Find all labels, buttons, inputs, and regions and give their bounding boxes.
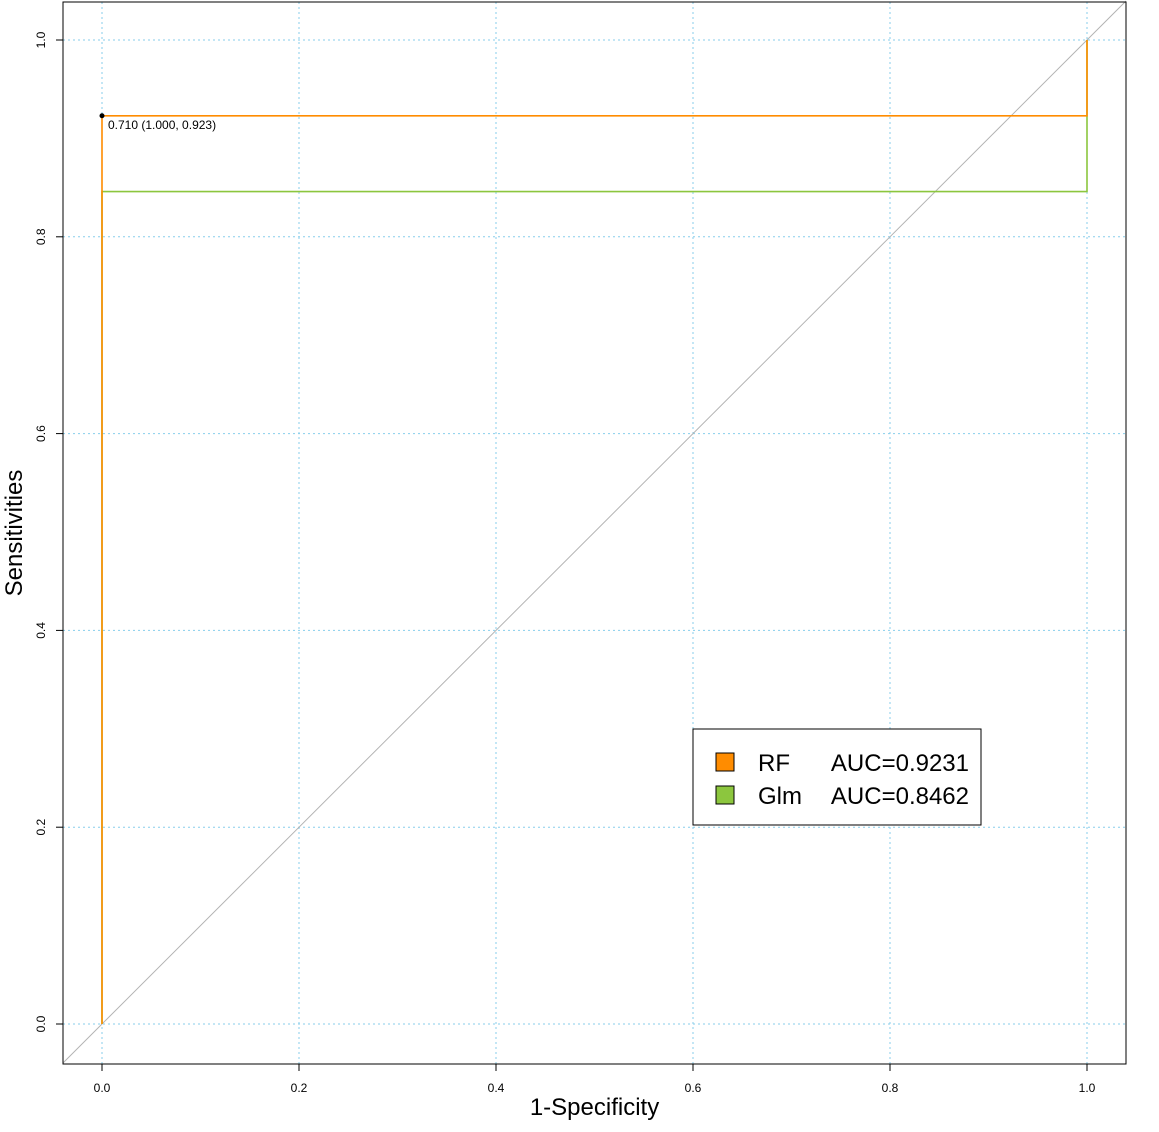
- y-tick-label: 0.4: [34, 622, 48, 639]
- x-tick-label: 0.4: [488, 1081, 505, 1095]
- legend-swatch-rf: [715, 752, 735, 772]
- y-tick-label: 0.0: [34, 1015, 48, 1032]
- legend: RF AUC=0.9231 Glm AUC=0.8462: [692, 728, 982, 826]
- threshold-annotation: 0.710 (1.000, 0.923): [108, 118, 216, 132]
- x-tick-label: 0.2: [291, 1081, 308, 1095]
- x-tick-label: 0.8: [882, 1081, 899, 1095]
- x-axis-title: 1-Specificity: [530, 1094, 659, 1121]
- y-tick-label: 1.0: [34, 31, 48, 48]
- roc-curve-rf: [101, 40, 1088, 1024]
- x-axis: 0.0 0.2 0.4 0.6 0.8 1.0: [94, 1063, 1096, 1095]
- legend-swatch-glm: [715, 785, 735, 805]
- y-tick-label: 0.6: [34, 425, 48, 442]
- x-tick-label: 0.6: [685, 1081, 702, 1095]
- diagonal-reference-line: [62, 0, 1127, 1064]
- legend-auc-glm: AUC=0.8462: [831, 783, 969, 810]
- roc-series: [101, 40, 1088, 1024]
- threshold-point: [99, 113, 105, 119]
- x-tick-label: 0.0: [94, 1081, 111, 1095]
- legend-auc-rf: AUC=0.9231: [831, 750, 969, 777]
- legend-box: [692, 728, 982, 826]
- y-axis-title: Sensitivities: [1, 470, 28, 597]
- legend-label-glm: Glm: [758, 783, 802, 810]
- y-tick-label: 0.2: [34, 819, 48, 836]
- y-axis: 0.0 0.2 0.4 0.6 0.8 1.0: [34, 31, 64, 1032]
- y-tick-label: 0.8: [34, 228, 48, 245]
- legend-label-rf: RF: [758, 750, 790, 777]
- x-tick-label: 1.0: [1079, 1081, 1096, 1095]
